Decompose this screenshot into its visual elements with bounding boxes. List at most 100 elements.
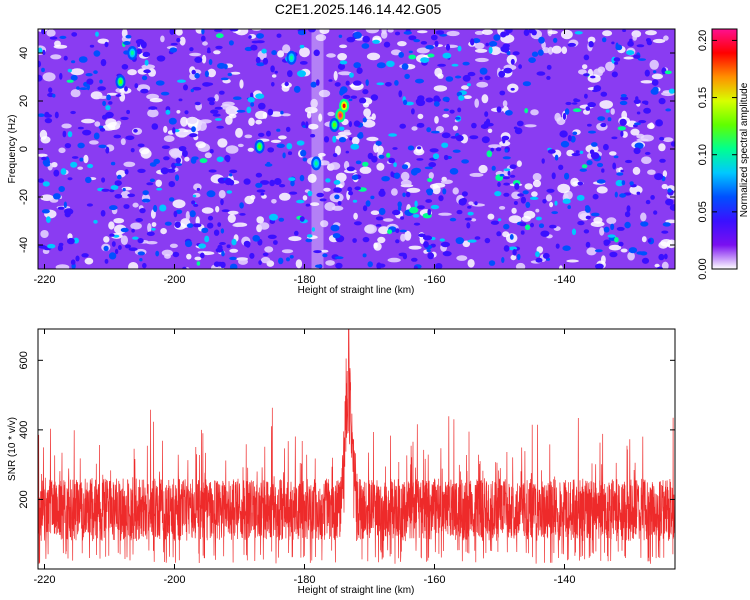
heatmap-gap — [400, 233, 406, 242]
heatmap-blob — [67, 177, 73, 181]
heatmap-gap — [662, 170, 668, 178]
heatmap-blob — [334, 82, 341, 87]
heatmap-blob — [388, 157, 396, 164]
heatmap-blob — [656, 266, 664, 269]
heatmap-gap — [225, 145, 239, 154]
heatmap-blob — [296, 199, 305, 204]
heatmap-blob — [529, 196, 539, 200]
heatmap-blob — [427, 53, 435, 58]
heatmap-blob — [262, 57, 269, 65]
heatmap-blob — [255, 182, 263, 188]
heatmap-gap — [397, 41, 407, 47]
heatmap-blob — [77, 142, 85, 149]
heatmap-gap — [488, 144, 502, 149]
heatmap-blob — [442, 188, 447, 195]
heatmap-gap — [207, 68, 217, 78]
heatmap-gap — [532, 179, 542, 188]
heatmap-blob — [338, 137, 347, 143]
heatmap-blob — [441, 142, 449, 148]
heatmap-blob — [408, 50, 413, 54]
heatmap-blob — [125, 34, 132, 39]
y-tick-label: 0 — [18, 146, 30, 152]
heatmap-blob — [255, 93, 265, 99]
heatmap-blob — [397, 206, 402, 211]
heatmap-blob — [405, 191, 411, 198]
heatmap-blob — [38, 74, 43, 82]
colorbar-tick-label: 0.05 — [697, 201, 709, 222]
heatmap-blob — [41, 67, 45, 73]
heatmap-blob — [519, 222, 527, 227]
heatmap-gap — [250, 194, 256, 200]
heatmap-blob — [499, 173, 505, 177]
heatmap-blob — [505, 110, 513, 116]
heatmap-blob — [105, 111, 114, 119]
y-tick-label: 200 — [18, 490, 30, 508]
heatmap-blob — [650, 88, 659, 95]
heatmap-gap — [476, 81, 489, 88]
heatmap-blob — [600, 91, 608, 97]
heatmap-blob — [146, 231, 155, 237]
heatmap-gap — [235, 127, 243, 138]
heatmap-blob — [299, 61, 308, 65]
heatmap-blob — [130, 148, 135, 153]
heatmap-blob — [495, 147, 502, 152]
heatmap-gap — [77, 166, 84, 170]
heatmap-gap — [545, 194, 553, 202]
heatmap-gap — [325, 260, 335, 266]
heatmap-blob — [178, 146, 187, 152]
heatmap-gap — [499, 140, 511, 147]
heatmap-blob — [378, 263, 386, 268]
heatmap-blob — [215, 247, 224, 253]
heatmap-blob — [517, 193, 524, 197]
heatmap-blob — [484, 237, 491, 244]
heatmap-blob — [42, 181, 50, 187]
heatmap-blob — [86, 83, 91, 91]
heatmap-gap — [160, 228, 167, 235]
heatmap-blob — [435, 263, 443, 269]
heatmap-blob — [420, 41, 428, 45]
heatmap-blob — [404, 73, 410, 80]
heatmap-blob — [601, 168, 605, 173]
heatmap-blob — [581, 164, 588, 169]
heatmap-gap — [184, 156, 190, 162]
heatmap-gap — [640, 80, 654, 84]
snr-series-line — [38, 329, 675, 564]
heatmap-blob — [573, 98, 579, 103]
heatmap-gap — [474, 30, 484, 35]
heatmap-blob — [87, 163, 94, 169]
heatmap-gap — [487, 128, 493, 133]
heatmap-gap — [160, 35, 165, 43]
heatmap-blob — [345, 80, 350, 86]
heatmap-blob — [518, 64, 522, 69]
heatmap-gap — [475, 57, 489, 63]
heatmap-gap — [194, 256, 202, 261]
heatmap-blob — [140, 41, 147, 49]
heatmap-gap — [176, 110, 181, 114]
heatmap-blob — [334, 256, 344, 260]
heatmap-blob — [47, 243, 56, 249]
heatmap-gap — [278, 135, 287, 140]
heatmap-gap — [281, 249, 294, 254]
heatmap-blob — [64, 208, 74, 215]
heatmap-blob — [640, 221, 649, 227]
heatmap-blob — [592, 193, 599, 200]
heatmap-blob — [402, 192, 406, 198]
heatmap-blob — [70, 161, 78, 168]
heatmap-blob — [174, 174, 180, 181]
heatmap-blob — [144, 59, 149, 66]
heatmap-blob — [416, 122, 425, 128]
heatmap-gap — [147, 109, 159, 118]
heatmap-blob — [621, 180, 626, 186]
heatmap-blob — [585, 241, 591, 248]
heatmap-gap — [383, 218, 394, 222]
heatmap-blob — [120, 116, 129, 121]
heatmap-blob — [424, 166, 433, 170]
heatmap-blob — [67, 131, 73, 138]
heatmap-blob — [559, 130, 568, 138]
heatmap-blob — [201, 35, 206, 42]
heatmap-gap — [400, 171, 410, 181]
heatmap-gap — [469, 172, 484, 177]
heatmap-blob — [401, 164, 409, 170]
heatmap-blob — [576, 194, 585, 201]
heatmap-blob — [641, 100, 649, 105]
